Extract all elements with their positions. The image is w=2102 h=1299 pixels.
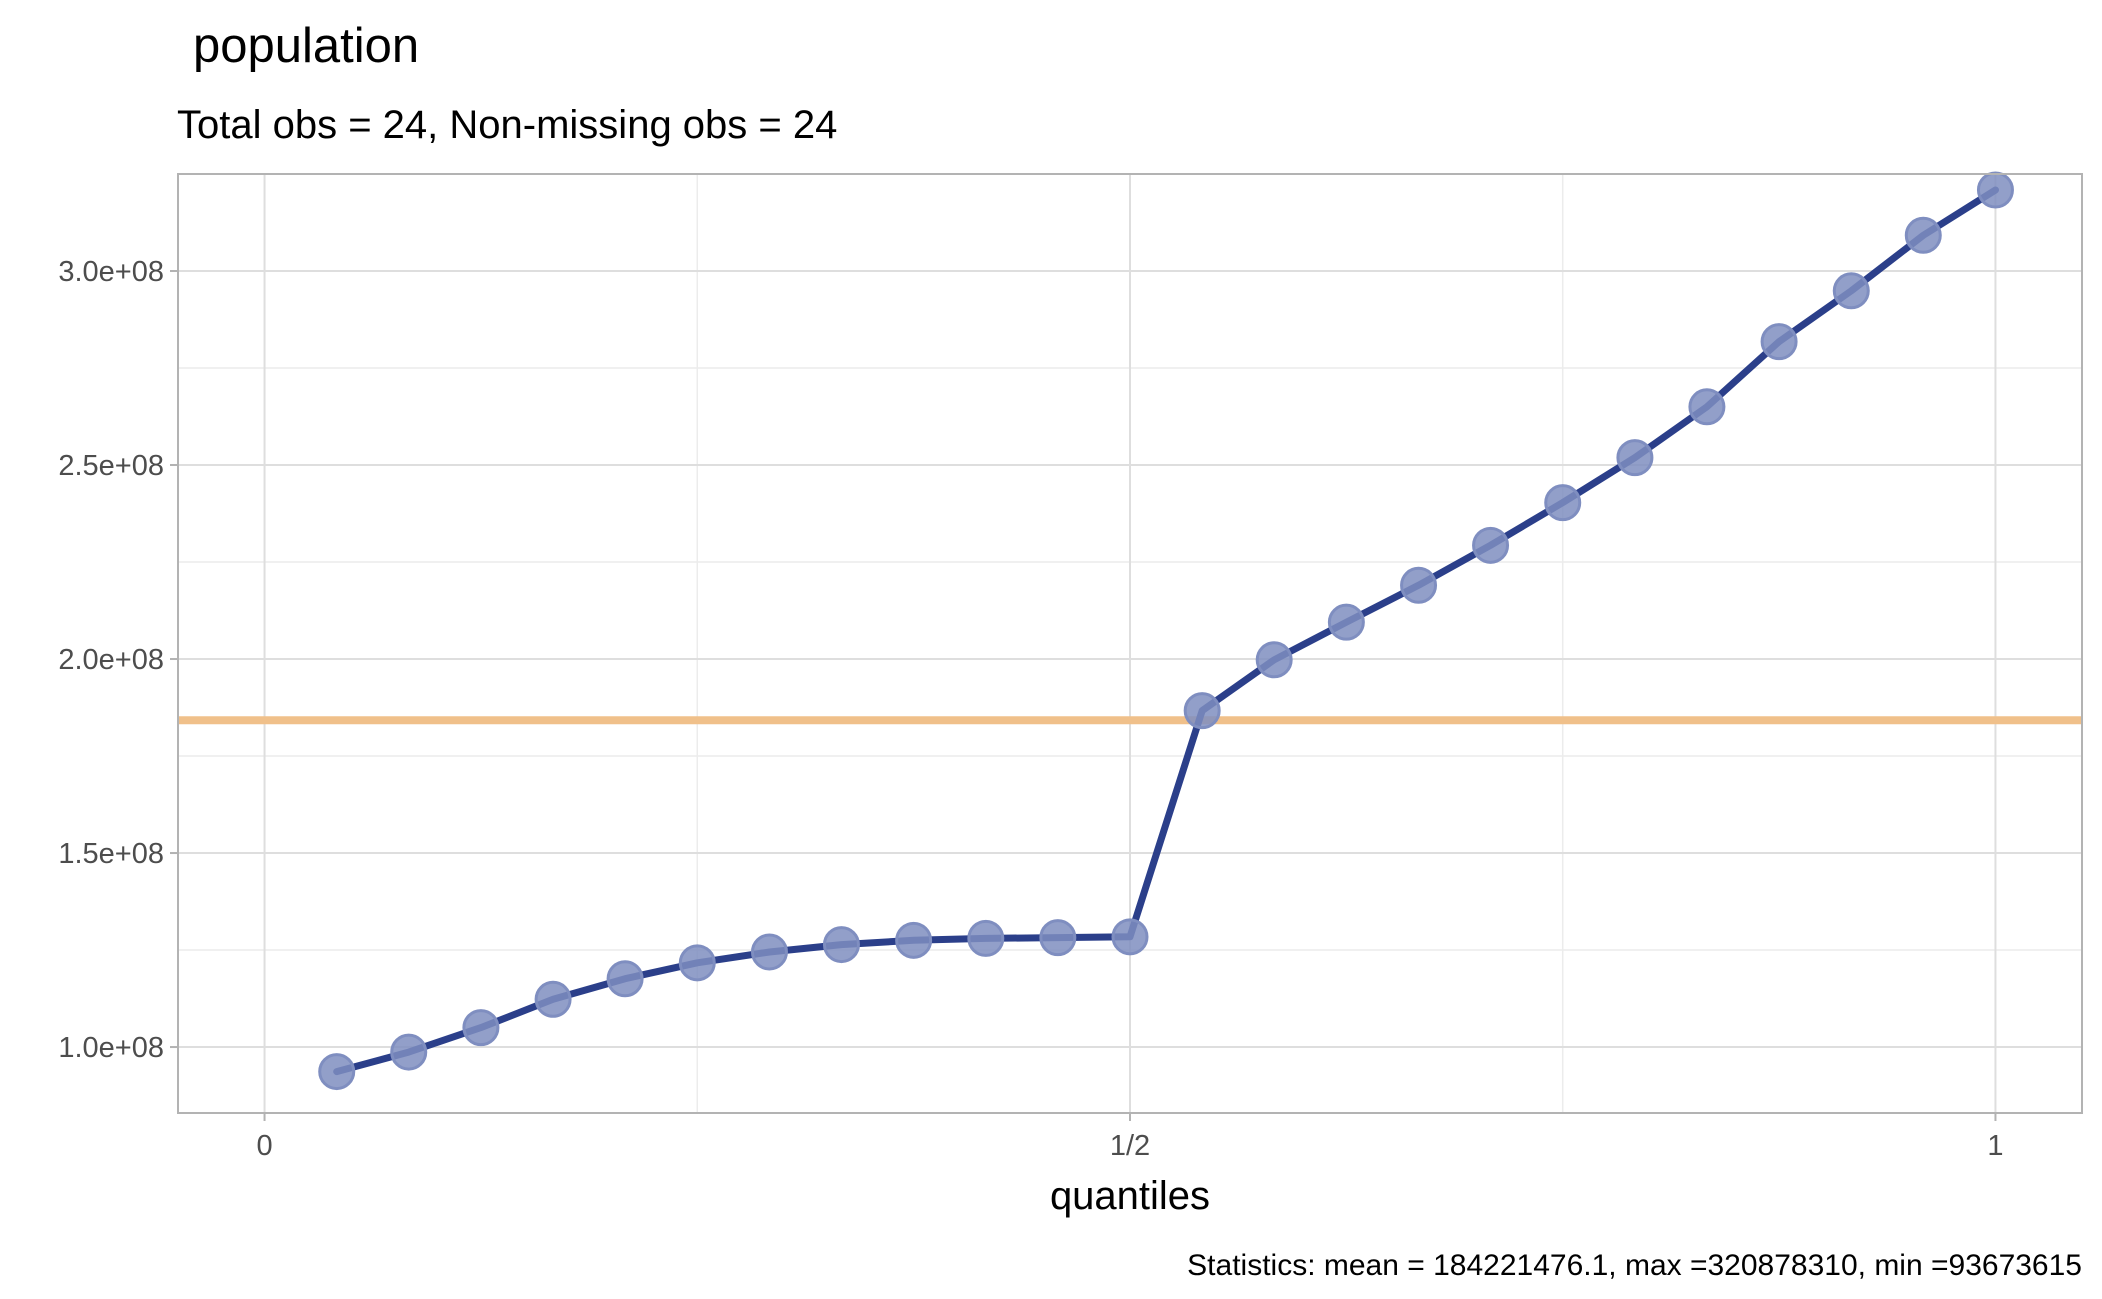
data-point <box>1400 566 1438 604</box>
data-point <box>1688 388 1726 426</box>
data-point <box>895 921 933 959</box>
data-point <box>1111 918 1149 956</box>
major-gridlines <box>178 174 2082 1113</box>
y-tick-label: 2.5e+08 <box>58 450 164 482</box>
data-point <box>1472 526 1510 564</box>
data-point <box>678 944 716 982</box>
data-point <box>1544 484 1582 522</box>
data-point <box>822 926 860 964</box>
x-tick-label: 0 <box>256 1130 272 1162</box>
data-point <box>1039 919 1077 957</box>
y-tick-label: 1.0e+08 <box>58 1032 164 1064</box>
data-point <box>1255 641 1293 679</box>
data-point <box>606 960 644 998</box>
data-point <box>390 1033 428 1071</box>
y-tick-label: 2.0e+08 <box>58 644 164 676</box>
x-axis-title: quantiles <box>1050 1174 1210 1218</box>
data-point <box>1327 603 1365 641</box>
data-point <box>750 933 788 971</box>
x-tick-label: 1 <box>1987 1130 2003 1162</box>
data-point <box>1976 171 2014 209</box>
data-point <box>967 919 1005 957</box>
statistics-caption: Statistics: mean = 184221476.1, max =320… <box>1187 1249 2082 1282</box>
x-axis-ticks: 0 1/2 1 <box>256 1113 2004 1162</box>
data-point <box>1832 272 1870 310</box>
data-point <box>534 980 572 1018</box>
y-axis-ticks: 1.0e+08 1.5e+08 2.0e+08 2.5e+08 3.0e+08 <box>58 256 178 1064</box>
y-tick-label: 3.0e+08 <box>58 256 164 288</box>
data-point <box>1760 323 1798 361</box>
data-point <box>462 1009 500 1047</box>
data-point <box>1904 216 1942 254</box>
data-point <box>1616 439 1654 477</box>
chart-subtitle: Total obs = 24, Non-missing obs = 24 <box>177 103 837 147</box>
data-point <box>318 1053 356 1091</box>
x-tick-label: 1/2 <box>1110 1130 1150 1162</box>
data-point <box>1183 692 1221 730</box>
chart-title: population <box>193 19 419 73</box>
series-layer <box>318 171 2014 1091</box>
y-tick-label: 1.5e+08 <box>58 838 164 870</box>
